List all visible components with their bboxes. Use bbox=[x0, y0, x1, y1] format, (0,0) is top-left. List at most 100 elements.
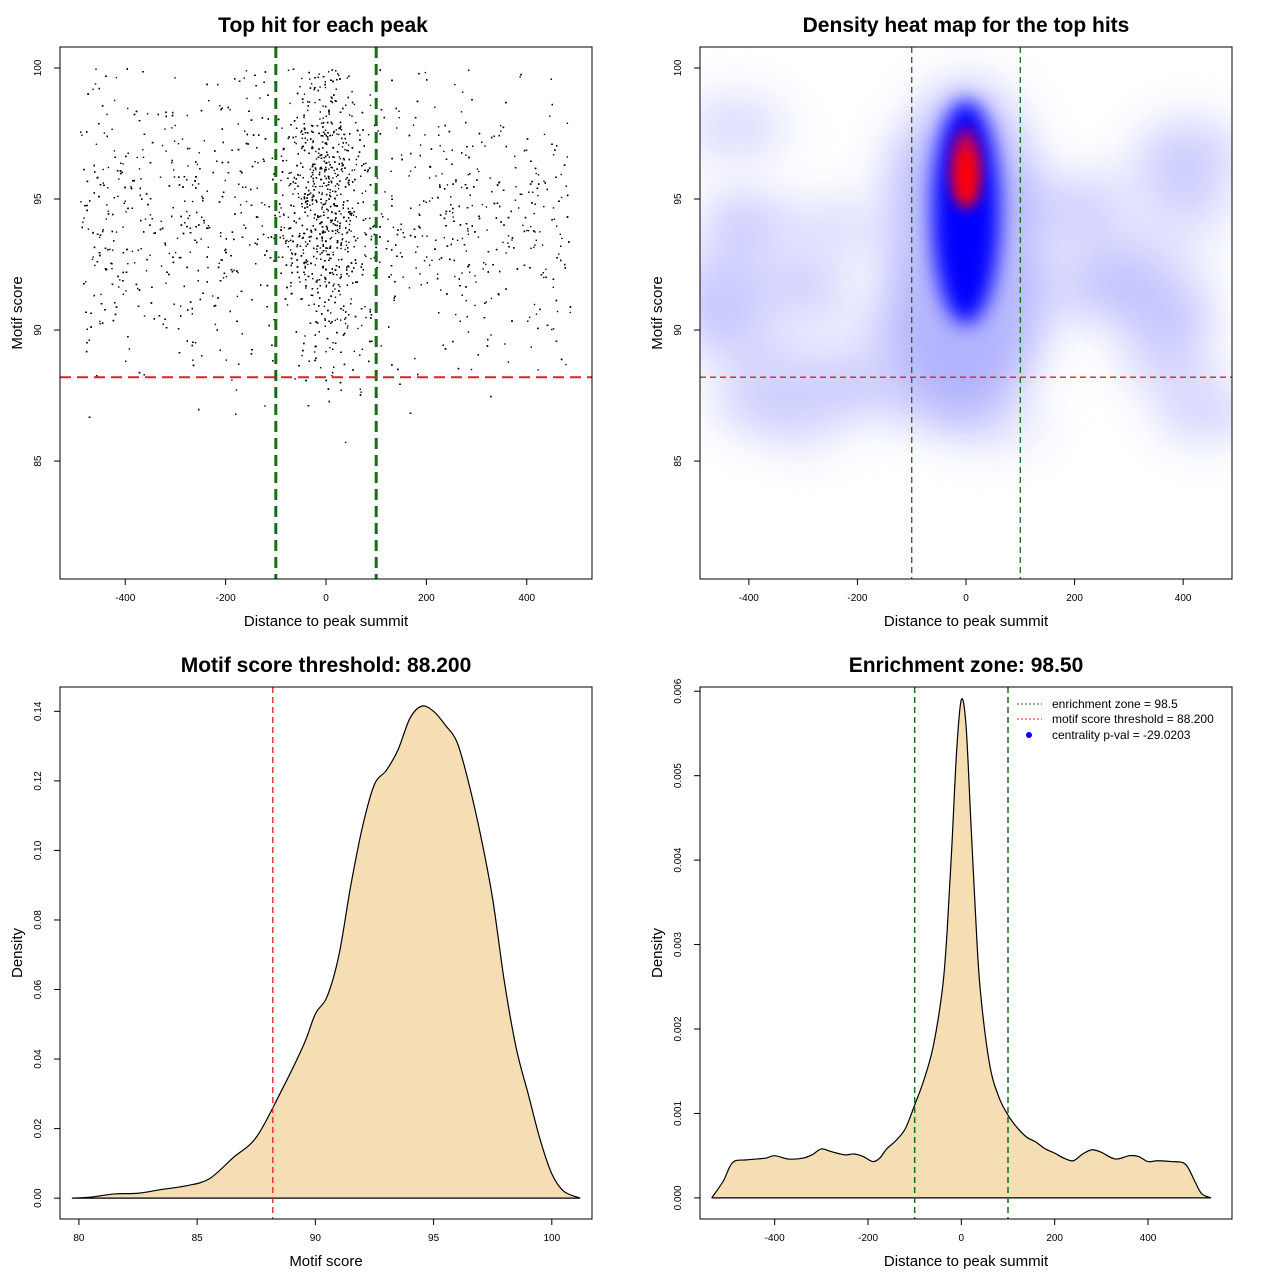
scatter-point bbox=[423, 200, 425, 202]
scatter-point bbox=[266, 284, 269, 287]
scatter-point bbox=[313, 217, 315, 219]
scatter-point bbox=[401, 158, 403, 161]
scatter-point bbox=[234, 213, 236, 215]
panel1-x-axis: -400 -200 0 200 400 bbox=[115, 579, 536, 604]
scatter-point bbox=[310, 175, 312, 178]
scatter-point bbox=[322, 232, 324, 234]
scatter-point bbox=[109, 248, 111, 251]
scatter-point bbox=[311, 199, 313, 202]
scatter-point bbox=[465, 250, 467, 252]
scatter-point bbox=[337, 174, 339, 176]
scatter-point bbox=[300, 298, 302, 300]
scatter-point bbox=[472, 145, 474, 147]
scatter-point bbox=[321, 226, 324, 228]
scatter-point bbox=[560, 196, 563, 199]
scatter-point bbox=[188, 147, 191, 150]
scatter-point bbox=[332, 371, 334, 374]
scatter-point bbox=[260, 284, 262, 286]
scatter-point bbox=[322, 117, 324, 119]
scatter-point bbox=[342, 309, 345, 311]
scatter-point bbox=[331, 219, 333, 222]
scatter-point bbox=[490, 297, 493, 300]
scatter-point bbox=[344, 186, 347, 188]
scatter-point bbox=[307, 194, 309, 196]
scatter-point bbox=[290, 257, 293, 260]
scatter-point bbox=[171, 114, 174, 117]
scatter-point bbox=[369, 311, 371, 313]
scatter-point bbox=[388, 276, 390, 278]
scatter-point bbox=[141, 198, 143, 200]
scatter-point bbox=[495, 248, 498, 251]
scatter-point bbox=[421, 235, 424, 237]
scatter-point bbox=[499, 205, 501, 208]
scatter-point bbox=[327, 138, 329, 141]
scatter-point bbox=[123, 202, 125, 204]
scatter-point bbox=[220, 108, 222, 111]
scatter-point bbox=[309, 322, 312, 324]
scatter-point bbox=[85, 311, 87, 313]
scatter-point bbox=[184, 200, 186, 202]
scatter-point bbox=[285, 264, 288, 266]
scatter-point bbox=[426, 235, 428, 237]
scatter-point bbox=[288, 184, 290, 187]
scatter-point bbox=[416, 100, 419, 103]
scatter-point bbox=[354, 259, 357, 261]
scatter-point bbox=[344, 248, 346, 251]
scatter-point bbox=[483, 317, 486, 319]
scatter-point bbox=[344, 149, 346, 151]
scatter-point bbox=[101, 105, 104, 107]
scatter-point bbox=[499, 125, 502, 127]
scatter-point bbox=[498, 181, 501, 183]
scatter-point bbox=[375, 246, 377, 249]
scatter-point bbox=[118, 286, 120, 288]
scatter-point bbox=[364, 169, 366, 171]
scatter-point bbox=[290, 282, 292, 284]
scatter-point bbox=[322, 244, 324, 246]
scatter-point bbox=[189, 232, 192, 234]
scatter-point bbox=[266, 306, 268, 308]
scatter-point bbox=[490, 395, 492, 398]
scatter-point bbox=[502, 241, 504, 243]
scatter-point bbox=[245, 142, 248, 145]
scatter-point bbox=[502, 126, 505, 129]
panel1-x-label: Distance to peak summit bbox=[244, 613, 409, 630]
scatter-point bbox=[203, 140, 206, 142]
scatter-point bbox=[218, 201, 221, 203]
scatter-point bbox=[99, 184, 102, 186]
scatter-point bbox=[132, 180, 134, 182]
scatter-point bbox=[214, 150, 216, 152]
scatter-point bbox=[305, 279, 307, 281]
scatter-point bbox=[291, 271, 293, 274]
scatter-point bbox=[262, 233, 265, 236]
scatter-point bbox=[339, 158, 342, 160]
scatter-point bbox=[273, 173, 275, 175]
scatter-point bbox=[364, 254, 366, 256]
scatter-point bbox=[537, 369, 539, 371]
scatter-point bbox=[346, 273, 348, 275]
scatter-point bbox=[125, 290, 127, 292]
scatter-point bbox=[213, 305, 215, 307]
scatter-point bbox=[224, 249, 226, 252]
scatter-point bbox=[201, 355, 203, 357]
scatter-point bbox=[310, 262, 312, 265]
scatter-point bbox=[410, 207, 412, 209]
scatter-point bbox=[335, 129, 337, 131]
scatter-point bbox=[487, 271, 489, 273]
scatter-point bbox=[330, 96, 333, 98]
scatter-point bbox=[462, 91, 464, 93]
scatter-point bbox=[360, 308, 363, 310]
y-tick-label: 100 bbox=[33, 59, 44, 76]
scatter-point bbox=[324, 325, 326, 327]
scatter-point bbox=[191, 344, 193, 347]
scatter-point bbox=[221, 259, 223, 261]
scatter-point bbox=[160, 220, 162, 222]
scatter-point bbox=[192, 359, 194, 361]
scatter-point bbox=[452, 340, 454, 343]
scatter-point bbox=[325, 168, 327, 171]
scatter-point bbox=[300, 198, 303, 200]
scatter-point bbox=[245, 200, 248, 203]
scatter-point bbox=[474, 304, 476, 307]
scatter-point bbox=[282, 194, 284, 196]
scatter-point bbox=[233, 238, 235, 241]
y-tick-label: 0.005 bbox=[673, 763, 684, 788]
